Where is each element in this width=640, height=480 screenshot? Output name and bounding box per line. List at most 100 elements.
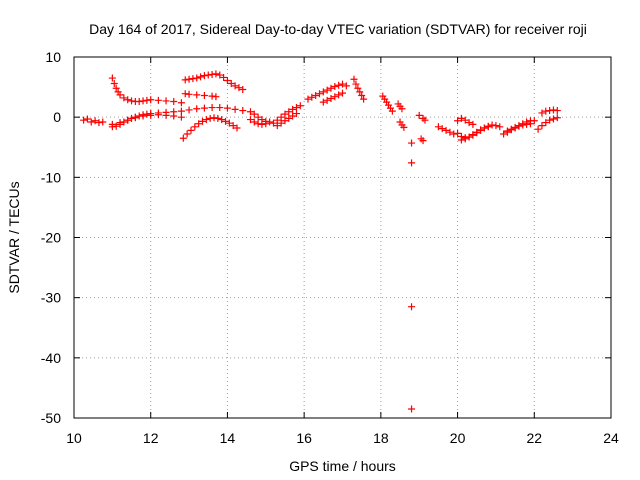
data-point: [323, 96, 331, 104]
data-point: [296, 102, 304, 110]
data-point: [131, 114, 139, 122]
data-point: [128, 114, 136, 122]
data-point: [323, 86, 331, 94]
data-point: [461, 135, 469, 143]
y-tick-label: 10: [45, 49, 61, 65]
data-point: [319, 98, 327, 106]
data-point: [273, 122, 281, 130]
data-point: [225, 119, 233, 127]
data-point: [135, 98, 143, 106]
data-point: [210, 114, 218, 122]
data-point: [342, 82, 350, 90]
data-point: [193, 74, 201, 82]
data-point: [229, 122, 237, 130]
data-point: [170, 98, 178, 106]
data-point: [388, 107, 396, 115]
data-point: [208, 70, 216, 78]
data-point: [457, 114, 465, 122]
data-point: [358, 92, 366, 100]
data-point: [206, 114, 214, 122]
y-tick-label: 0: [53, 109, 61, 125]
data-point: [503, 127, 511, 135]
data-point: [185, 106, 193, 114]
data-point: [553, 114, 561, 122]
data-point: [235, 84, 243, 92]
data-point: [143, 110, 151, 118]
data-point: [434, 123, 442, 131]
data-point: [281, 117, 289, 125]
data-point: [212, 93, 220, 101]
data-point: [415, 111, 423, 119]
data-point: [195, 120, 203, 128]
data-point: [285, 114, 293, 122]
data-point: [246, 116, 254, 124]
data-point: [526, 120, 534, 128]
data-point: [277, 119, 285, 127]
y-tick-label: -30: [41, 290, 61, 306]
data-point: [108, 120, 116, 128]
data-point: [110, 79, 118, 87]
data-point: [258, 120, 266, 128]
data-point: [454, 117, 462, 125]
x-tick-label: 18: [373, 430, 389, 446]
data-point: [162, 111, 170, 119]
data-point: [231, 82, 239, 90]
data-point: [538, 109, 546, 117]
data-point: [484, 123, 492, 131]
data-point: [308, 93, 316, 101]
data-point: [319, 88, 327, 96]
data-point: [419, 137, 427, 145]
data-point: [281, 110, 289, 118]
data-point: [204, 71, 212, 79]
data-point: [269, 119, 277, 127]
data-point: [519, 121, 527, 129]
data-point: [246, 108, 254, 116]
data-point: [534, 125, 542, 133]
data-point: [124, 116, 132, 124]
x-tick-label: 14: [220, 430, 236, 446]
data-point: [530, 117, 538, 125]
data-point: [523, 120, 531, 128]
data-point: [202, 116, 210, 124]
data-point: [289, 112, 297, 120]
data-point: [191, 123, 199, 131]
data-point: [285, 108, 293, 116]
data-point: [193, 91, 201, 99]
data-point: [327, 84, 335, 92]
data-point: [292, 110, 300, 118]
data-point: [549, 115, 557, 123]
x-axis-label: GPS time / hours: [289, 458, 396, 474]
data-point: [200, 104, 208, 112]
data-point: [327, 95, 335, 103]
y-tick-label: -20: [41, 230, 61, 246]
data-point: [488, 121, 496, 129]
data-point: [112, 122, 120, 130]
data-point: [350, 75, 358, 83]
data-point: [218, 116, 226, 124]
data-point: [335, 81, 343, 89]
data-point: [438, 125, 446, 133]
data-point: [239, 107, 247, 115]
data-point: [356, 88, 364, 96]
data-point: [208, 92, 216, 100]
data-point: [496, 123, 504, 131]
data-point: [289, 105, 297, 113]
chart-title: Day 164 of 2017, Sidereal Day-to-day VTE…: [89, 21, 587, 37]
data-point: [549, 106, 557, 114]
data-point: [212, 70, 220, 78]
data-point: [220, 73, 228, 81]
data-point: [339, 89, 346, 97]
data-point: [477, 126, 485, 134]
data-point: [469, 120, 477, 128]
data-point: [450, 130, 458, 138]
data-point: [91, 117, 99, 125]
data-point: [457, 136, 465, 144]
data-point: [80, 116, 88, 124]
data-point: [421, 116, 429, 124]
data-point: [331, 93, 339, 101]
data-point: [542, 119, 550, 127]
data-point: [292, 104, 300, 112]
data-point: [408, 159, 416, 167]
data-point: [331, 82, 339, 90]
